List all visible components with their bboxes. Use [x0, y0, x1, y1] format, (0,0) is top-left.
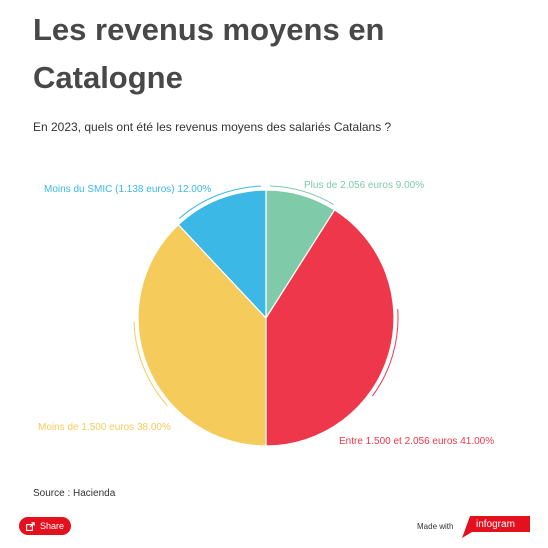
pie-slice[interactable]	[137, 223, 267, 447]
slice-label: Plus de 2.056 euros 9.00%	[304, 180, 424, 191]
share-icon	[26, 521, 35, 531]
leader-arc	[372, 309, 399, 397]
infogram-logo-text: infogram	[476, 519, 515, 530]
leader-arc	[179, 185, 262, 219]
made-with-label: Made with	[417, 522, 454, 531]
share-button[interactable]: Share	[19, 517, 71, 535]
chart-title: Les revenus moyens en Catalogne	[33, 12, 385, 95]
pie-slice[interactable]	[265, 209, 395, 447]
source-note: Source : Hacienda	[33, 488, 116, 499]
infogram-logo[interactable]	[462, 516, 530, 538]
chart-subtitle: En 2023, quels ont été les revenus moyen…	[33, 120, 392, 134]
slice-label: Entre 1.500 et 2.056 euros 41.00%	[339, 436, 494, 447]
pie-slice[interactable]	[177, 189, 267, 320]
pie-slices	[137, 189, 395, 447]
pie-chart: Plus de 2.056 euros 9.00% Entre 1.500 et …	[38, 180, 494, 447]
leader-arc	[269, 185, 334, 206]
leader-arc	[133, 321, 168, 407]
slice-label: Moins de 1.500 euros 38.00%	[38, 422, 171, 433]
slice-labels: Plus de 2.056 euros 9.00% Entre 1.500 et …	[38, 180, 494, 447]
leader-lines	[133, 185, 399, 407]
slice-label: Moins du SMIC (1.138 euros) 12.00%	[44, 184, 211, 195]
share-label: Share	[39, 521, 65, 531]
